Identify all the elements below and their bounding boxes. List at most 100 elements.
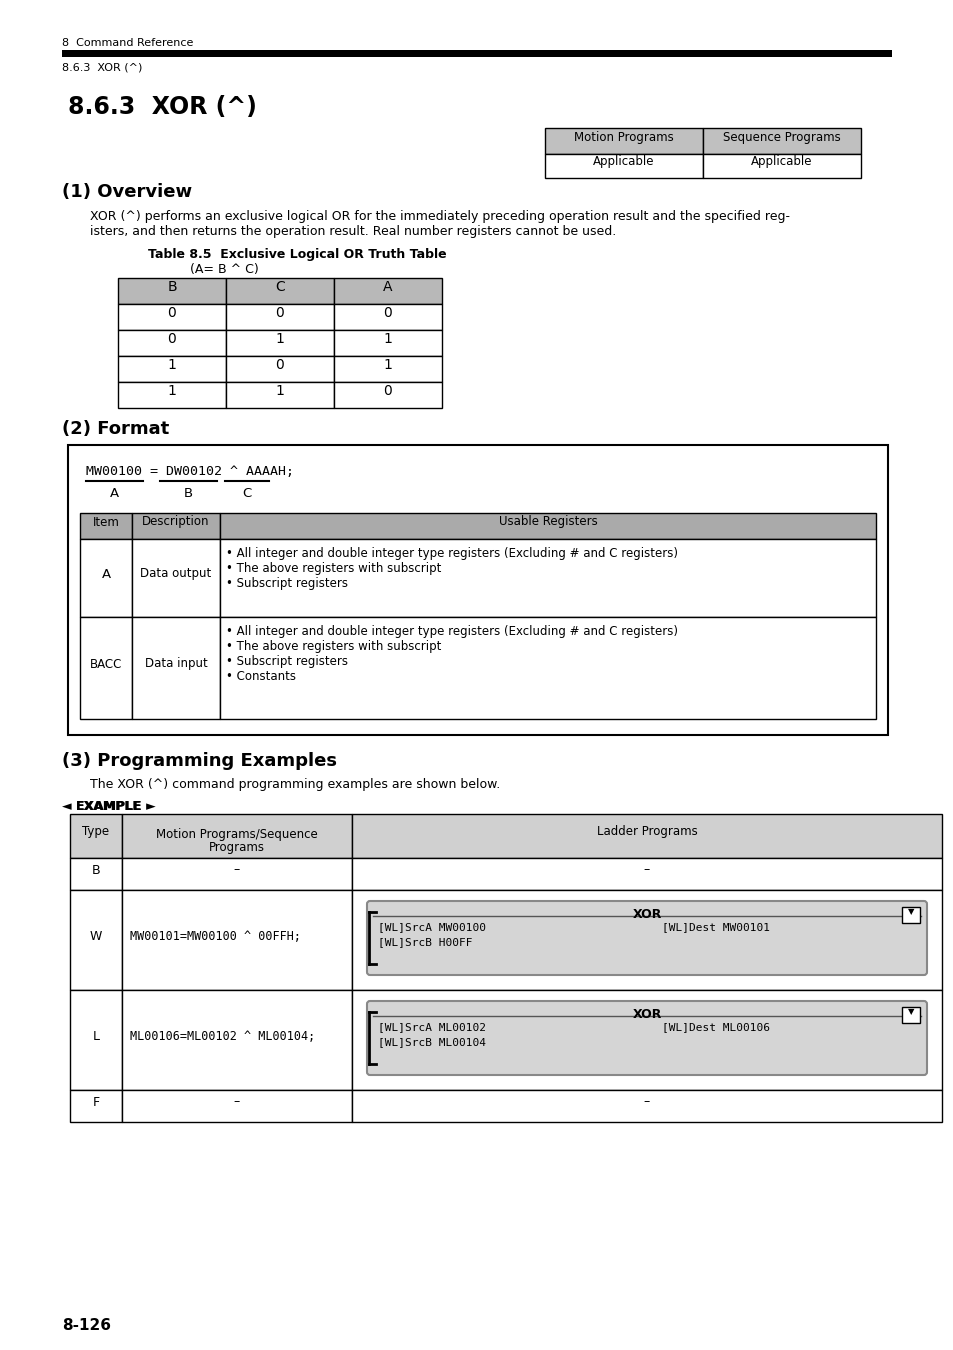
Text: Usable Registers: Usable Registers bbox=[498, 516, 597, 528]
Bar bbox=[901, 907, 919, 923]
Text: [WL]SrcB ML00104: [WL]SrcB ML00104 bbox=[377, 1037, 485, 1048]
Text: –: – bbox=[233, 864, 240, 876]
Text: Data output: Data output bbox=[140, 567, 212, 580]
Text: • All integer and double integer type registers (Excluding # and C registers)
• : • All integer and double integer type re… bbox=[226, 547, 678, 590]
Text: [WL]SrcA MW00100: [WL]SrcA MW00100 bbox=[377, 922, 485, 931]
Text: (3) Programming Examples: (3) Programming Examples bbox=[62, 752, 336, 769]
Text: XOR: XOR bbox=[632, 909, 661, 921]
Bar bbox=[220, 513, 875, 539]
Text: 0: 0 bbox=[275, 306, 284, 320]
Bar bbox=[226, 356, 334, 382]
Bar bbox=[226, 382, 334, 408]
Bar bbox=[352, 814, 941, 859]
Bar bbox=[352, 1089, 941, 1122]
Bar bbox=[122, 859, 352, 890]
Text: 8.6.3  XOR (^): 8.6.3 XOR (^) bbox=[68, 95, 256, 119]
Text: [WL]SrcA ML00102: [WL]SrcA ML00102 bbox=[377, 1022, 485, 1031]
Text: Motion Programs: Motion Programs bbox=[574, 131, 673, 143]
Bar bbox=[70, 990, 122, 1089]
Text: C: C bbox=[242, 487, 252, 500]
Bar bbox=[122, 990, 352, 1089]
Text: (1) Overview: (1) Overview bbox=[62, 184, 192, 201]
Bar bbox=[226, 278, 334, 304]
Bar bbox=[334, 278, 441, 304]
Text: Item: Item bbox=[92, 516, 119, 528]
Text: [WL]SrcB H00FF: [WL]SrcB H00FF bbox=[377, 937, 472, 946]
Bar bbox=[702, 128, 861, 154]
Text: ◄ EXAMPLE ►: ◄ EXAMPLE ► bbox=[62, 801, 155, 813]
Bar bbox=[132, 617, 220, 720]
Text: ▼: ▼ bbox=[907, 907, 913, 917]
Bar bbox=[334, 304, 441, 329]
Bar bbox=[70, 890, 122, 990]
Text: –: – bbox=[233, 1095, 240, 1108]
Text: 1: 1 bbox=[168, 358, 176, 373]
Bar bbox=[122, 814, 352, 859]
Text: Applicable: Applicable bbox=[750, 155, 812, 169]
Bar bbox=[80, 539, 132, 617]
Text: 8.6.3  XOR (^): 8.6.3 XOR (^) bbox=[62, 62, 142, 72]
Text: 0: 0 bbox=[383, 306, 392, 320]
Text: Sequence Programs: Sequence Programs bbox=[722, 131, 840, 143]
Text: Ladder Programs: Ladder Programs bbox=[596, 825, 697, 838]
Bar bbox=[334, 329, 441, 356]
Text: B: B bbox=[91, 864, 100, 876]
Text: 0: 0 bbox=[275, 358, 284, 373]
Bar bbox=[352, 890, 941, 990]
Bar bbox=[118, 278, 226, 304]
Text: Applicable: Applicable bbox=[593, 155, 654, 169]
Text: The XOR (^) command programming examples are shown below.: The XOR (^) command programming examples… bbox=[90, 778, 499, 791]
Text: –: – bbox=[643, 1095, 649, 1108]
Text: 8-126: 8-126 bbox=[62, 1318, 111, 1332]
Bar bbox=[132, 539, 220, 617]
Text: L: L bbox=[92, 1030, 99, 1042]
Bar bbox=[122, 1089, 352, 1122]
Text: A: A bbox=[101, 567, 111, 580]
Bar bbox=[544, 128, 702, 154]
Bar bbox=[62, 50, 891, 57]
Bar bbox=[226, 329, 334, 356]
Text: Data input: Data input bbox=[145, 657, 207, 671]
Bar bbox=[70, 814, 122, 859]
Bar bbox=[702, 154, 861, 178]
Bar bbox=[544, 154, 702, 178]
Text: isters, and then returns the operation result. Real number registers cannot be u: isters, and then returns the operation r… bbox=[90, 225, 616, 238]
Text: EXAMPLE: EXAMPLE bbox=[76, 801, 142, 813]
FancyBboxPatch shape bbox=[367, 1000, 926, 1075]
Bar bbox=[118, 304, 226, 329]
Text: XOR (^) performs an exclusive logical OR for the immediately preceding operation: XOR (^) performs an exclusive logical OR… bbox=[90, 211, 789, 223]
Bar bbox=[68, 446, 887, 734]
Bar bbox=[70, 859, 122, 890]
Text: Programs: Programs bbox=[209, 841, 265, 855]
Bar bbox=[80, 513, 132, 539]
Text: 0: 0 bbox=[168, 332, 176, 346]
Text: Table 8.5  Exclusive Logical OR Truth Table: Table 8.5 Exclusive Logical OR Truth Tab… bbox=[148, 248, 446, 261]
Bar bbox=[132, 513, 220, 539]
Text: ▼: ▼ bbox=[907, 1007, 913, 1017]
Text: C: C bbox=[274, 279, 285, 294]
Text: F: F bbox=[92, 1095, 99, 1108]
Bar bbox=[122, 890, 352, 990]
Text: A: A bbox=[383, 279, 393, 294]
FancyBboxPatch shape bbox=[367, 900, 926, 975]
Text: W: W bbox=[90, 930, 102, 942]
Text: 1: 1 bbox=[168, 383, 176, 398]
Text: B: B bbox=[183, 487, 193, 500]
Text: Description: Description bbox=[142, 516, 210, 528]
Bar bbox=[352, 859, 941, 890]
Text: 1: 1 bbox=[383, 332, 392, 346]
Text: –: – bbox=[643, 864, 649, 876]
Text: Type: Type bbox=[82, 825, 110, 838]
Text: 0: 0 bbox=[383, 383, 392, 398]
Text: 0: 0 bbox=[168, 306, 176, 320]
Bar bbox=[118, 329, 226, 356]
Bar bbox=[901, 1007, 919, 1023]
Bar bbox=[118, 356, 226, 382]
Text: (2) Format: (2) Format bbox=[62, 420, 169, 437]
Text: (A= B ^ C): (A= B ^ C) bbox=[190, 263, 258, 275]
Text: ML00106=ML00102 ^ ML00104;: ML00106=ML00102 ^ ML00104; bbox=[130, 1030, 314, 1042]
Bar bbox=[334, 382, 441, 408]
Bar bbox=[118, 382, 226, 408]
Text: • All integer and double integer type registers (Excluding # and C registers)
• : • All integer and double integer type re… bbox=[226, 625, 678, 683]
Text: 1: 1 bbox=[275, 383, 284, 398]
